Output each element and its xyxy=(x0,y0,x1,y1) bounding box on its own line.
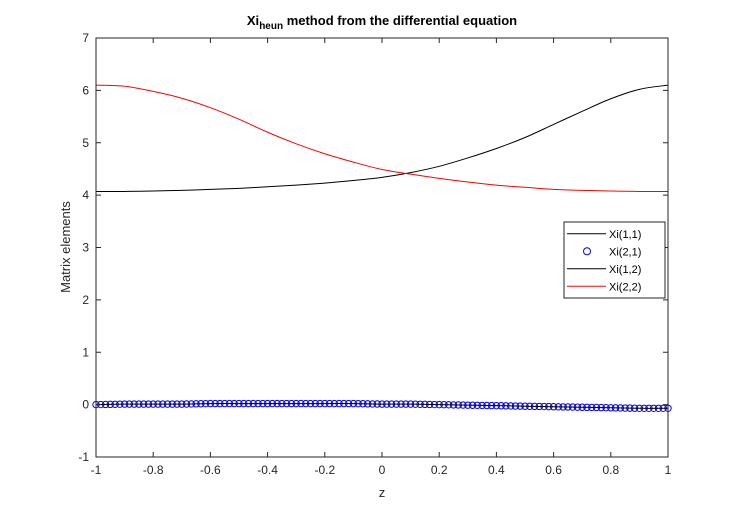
x-tick-label: 0.8 xyxy=(602,463,619,477)
legend-marker xyxy=(583,247,591,256)
x-tick-label: 0 xyxy=(379,463,386,477)
x-tick-label: -1 xyxy=(91,463,102,477)
chart-title-subscript: heun xyxy=(259,21,283,32)
y-axis-label: Matrix elements xyxy=(58,201,73,293)
x-tick-label: 0.4 xyxy=(488,463,505,477)
series-xi-1-2-line xyxy=(95,403,669,409)
x-tick-label: 0.2 xyxy=(431,463,448,477)
chart-title-main: Xi xyxy=(247,13,259,28)
chart-title-rest: method from the differential equation xyxy=(283,13,517,28)
y-tick-label: 7 xyxy=(82,31,89,45)
x-axis-label: z xyxy=(379,485,386,500)
series-xi-2-2-line xyxy=(95,84,669,192)
legend-box xyxy=(563,221,666,299)
legend-entry-label: Xi(1,1) xyxy=(609,229,641,241)
legend-entry-label: Xi(1,2) xyxy=(609,264,641,276)
y-tick-label: -1 xyxy=(78,450,89,464)
chart-title: Xiheun method from the differential equa… xyxy=(247,13,517,32)
x-tick-label: 1 xyxy=(665,463,672,477)
x-tick-label: 0.6 xyxy=(545,463,562,477)
y-tick-label: 5 xyxy=(82,136,89,150)
legend-entry-label: Xi(2,1) xyxy=(609,246,641,258)
axes: -1 -0.8 -0.6 -0.4 -0.2 0 0.2 0.4 0.6 0.8 1 -1 0 1 2 3 4 5… xyxy=(78,31,671,477)
legend: Xi(1,1) Xi(2,1) Xi(1,2) Xi(2,2) xyxy=(563,221,666,299)
y-tick-label: 3 xyxy=(82,241,89,255)
y-tick-label: 2 xyxy=(82,293,89,307)
x-tick-label: -0.2 xyxy=(314,463,335,477)
legend-entry-label: Xi(2,2) xyxy=(609,281,641,293)
y-tick-label: 1 xyxy=(82,345,89,359)
y-tick-label: 0 xyxy=(82,398,89,412)
y-tick-label: 4 xyxy=(82,188,89,202)
series-xi-1-1-line xyxy=(95,84,669,192)
x-tick-label: -0.6 xyxy=(200,463,221,477)
plot-layer xyxy=(92,84,672,412)
y-tick-label: 6 xyxy=(82,83,89,97)
x-tick-label: -0.8 xyxy=(143,463,164,477)
x-tick-label: -0.4 xyxy=(257,463,278,477)
